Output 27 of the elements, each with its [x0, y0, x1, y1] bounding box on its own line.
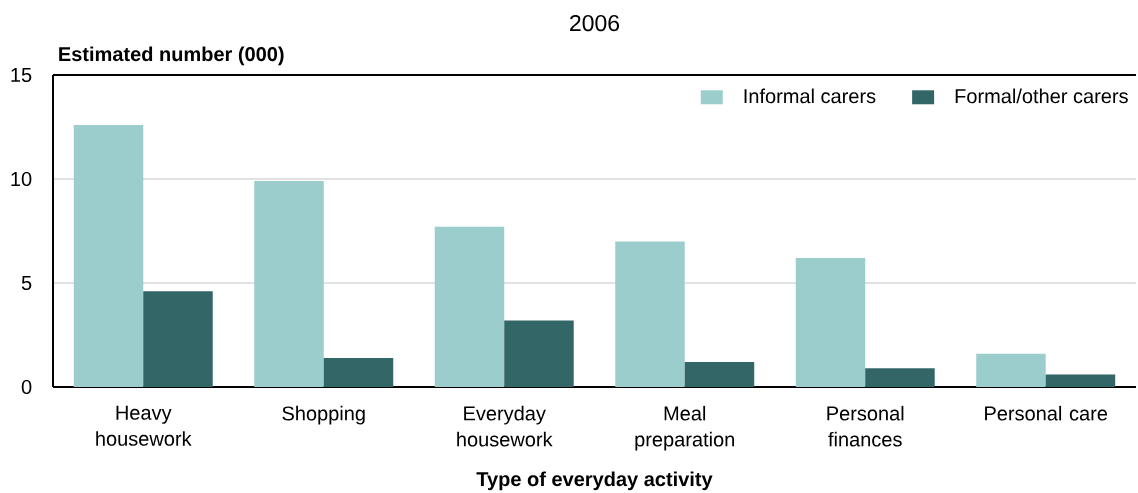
- x-tick-label: Everyday housework: [457, 405, 553, 447]
- y-axis-title: Estimated number (000): [59, 46, 284, 66]
- legend-label: Formal/other carers: [955, 88, 1128, 104]
- y-tick-label: 5: [21, 276, 32, 290]
- bar: [254, 181, 324, 387]
- x-tick-label: Personal care: [985, 405, 1108, 421]
- bar: [504, 320, 574, 387]
- bar: [323, 357, 394, 387]
- x-axis-title: Type of everyday activity: [476, 471, 713, 491]
- y-tick-label: 10: [11, 171, 32, 187]
- x-tick-label: Personal finances: [827, 405, 904, 447]
- bar: [795, 258, 866, 387]
- legend-label: Informal carers: [744, 88, 876, 104]
- x-tick-label: Meal preparation: [635, 405, 734, 451]
- bar: [684, 362, 755, 387]
- bar: [615, 241, 685, 387]
- bar: [1045, 374, 1116, 387]
- bar: [143, 291, 213, 387]
- bar: [976, 353, 1046, 387]
- y-tick-label: 0: [21, 379, 32, 395]
- chart-title: 2006: [570, 14, 620, 32]
- bar: [865, 368, 935, 387]
- bar: [73, 124, 144, 387]
- y-tick-label: 15: [11, 68, 32, 82]
- bar: [434, 226, 505, 387]
- x-tick-label: Shopping: [282, 405, 365, 425]
- x-tick-label: Heavy housework: [96, 405, 192, 446]
